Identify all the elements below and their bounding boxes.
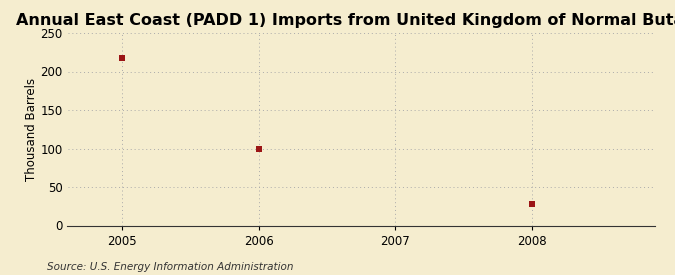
Y-axis label: Thousand Barrels: Thousand Barrels bbox=[24, 78, 38, 181]
Title: Annual East Coast (PADD 1) Imports from United Kingdom of Normal Butane: Annual East Coast (PADD 1) Imports from … bbox=[16, 13, 675, 28]
Text: Source: U.S. Energy Information Administration: Source: U.S. Energy Information Administ… bbox=[47, 262, 294, 272]
